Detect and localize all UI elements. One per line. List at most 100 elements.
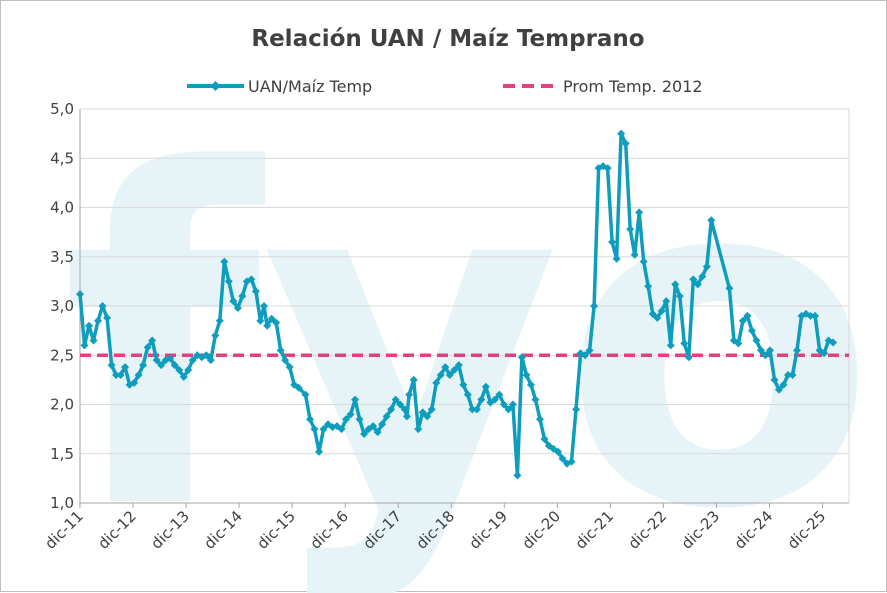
uan-series bbox=[76, 129, 838, 480]
uan-point-marker bbox=[450, 366, 459, 375]
uan-point-marker bbox=[481, 382, 490, 391]
y-tick-label: 2,0 bbox=[50, 396, 74, 414]
uan-point-marker bbox=[572, 405, 581, 414]
uan-point-marker bbox=[351, 395, 360, 404]
uan-point-marker bbox=[400, 405, 409, 414]
uan-point-marker bbox=[139, 361, 148, 370]
uan-point-marker bbox=[305, 415, 314, 424]
uan-point-marker bbox=[215, 316, 224, 325]
uan-point-marker bbox=[103, 313, 112, 322]
uan-point-marker bbox=[761, 351, 770, 360]
uan-point-marker bbox=[684, 353, 693, 362]
uan-point-marker bbox=[567, 457, 576, 466]
uan-point-marker bbox=[224, 277, 233, 286]
uan-point-marker bbox=[382, 412, 391, 421]
y-tick-label: 5,0 bbox=[50, 100, 74, 118]
uan-point-marker bbox=[459, 380, 468, 389]
uan-point-marker bbox=[617, 129, 626, 138]
uan-point-marker bbox=[285, 363, 294, 372]
uan-point-marker bbox=[725, 284, 734, 293]
uan-point-marker bbox=[267, 314, 276, 323]
uan-point-marker bbox=[152, 356, 161, 365]
uan-point-marker bbox=[391, 395, 400, 404]
uan-point-marker bbox=[238, 292, 247, 301]
uan-point-marker bbox=[635, 208, 644, 217]
uan-point-marker bbox=[263, 321, 272, 330]
uan-point-marker bbox=[675, 292, 684, 301]
y-tick-label: 4,5 bbox=[50, 149, 74, 167]
uan-point-marker bbox=[590, 302, 599, 310]
uan-point-marker bbox=[585, 346, 594, 355]
uan-point-marker bbox=[369, 422, 378, 431]
uan-point-marker bbox=[402, 412, 411, 421]
uan-point-marker bbox=[294, 383, 303, 392]
uan-point-marker bbox=[752, 336, 761, 345]
uan-point-marker bbox=[662, 297, 671, 306]
uan-point-marker bbox=[811, 311, 820, 320]
uan-point-marker bbox=[829, 338, 838, 347]
uan-point-marker bbox=[508, 400, 517, 409]
uan-point-marker bbox=[495, 390, 504, 399]
uan-point-marker bbox=[738, 316, 747, 325]
uan-point-marker bbox=[513, 471, 522, 480]
uan-point-marker bbox=[436, 370, 445, 379]
uan-point-marker bbox=[680, 339, 689, 348]
uan-point-marker bbox=[346, 410, 355, 419]
uan-point-marker bbox=[783, 370, 792, 379]
uan-point-marker bbox=[432, 378, 441, 387]
uan-point-marker bbox=[342, 415, 351, 424]
uan-point-marker bbox=[418, 408, 427, 417]
uan-point-marker bbox=[179, 372, 188, 381]
uan-point-marker bbox=[558, 454, 567, 463]
y-tick-label: 1,5 bbox=[50, 445, 74, 463]
legend-marker-uan bbox=[210, 81, 221, 91]
uan-point-marker bbox=[653, 313, 662, 322]
uan-point-marker bbox=[202, 351, 211, 360]
uan-point-marker bbox=[337, 425, 346, 434]
uan-point-marker bbox=[378, 420, 387, 429]
uan-point-marker bbox=[540, 434, 549, 443]
uan-point-marker bbox=[272, 318, 281, 327]
uan-point-marker bbox=[414, 425, 423, 434]
legend-item-uan: UAN/Maíz Temp bbox=[187, 77, 372, 96]
uan-point-marker bbox=[206, 356, 215, 365]
uan-point-marker bbox=[820, 349, 829, 358]
uan-point-marker bbox=[188, 356, 197, 365]
uan-point-marker bbox=[612, 254, 621, 263]
uan-point-marker bbox=[747, 326, 756, 335]
uan-point-marker bbox=[468, 405, 477, 414]
uan-point-marker bbox=[454, 361, 463, 370]
uan-point-marker bbox=[644, 282, 653, 291]
uan-point-marker bbox=[143, 343, 152, 352]
uan-point-marker bbox=[112, 370, 121, 379]
uan-point-marker bbox=[765, 346, 774, 355]
uan-point-marker bbox=[639, 257, 648, 266]
uan-point-marker bbox=[247, 275, 256, 284]
uan-point-marker bbox=[76, 290, 84, 299]
uan-point-marker bbox=[373, 428, 382, 437]
uan-point-marker bbox=[94, 316, 103, 325]
uan-point-marker bbox=[107, 361, 116, 370]
uan-point-marker bbox=[148, 336, 157, 345]
uan-point-marker bbox=[490, 395, 499, 404]
uan-point-marker bbox=[526, 380, 535, 389]
uan-point-marker bbox=[693, 280, 702, 289]
uan-point-marker bbox=[630, 250, 639, 259]
uan-point-marker bbox=[170, 361, 179, 370]
uan-point-marker bbox=[608, 237, 617, 246]
uan-point-marker bbox=[581, 351, 590, 360]
uan-point-marker bbox=[276, 346, 285, 355]
uan-point-marker bbox=[788, 370, 797, 379]
uan-point-marker bbox=[472, 405, 481, 414]
uan-point-marker bbox=[756, 346, 765, 355]
uan-point-marker bbox=[85, 321, 94, 330]
uan-point-marker bbox=[770, 375, 779, 384]
uan-point-marker bbox=[427, 405, 436, 414]
uan-point-marker bbox=[405, 390, 414, 399]
uan-point-marker bbox=[499, 400, 508, 409]
uan-point-marker bbox=[779, 380, 788, 389]
uan-point-marker bbox=[621, 139, 630, 148]
uan-point-marker bbox=[522, 370, 531, 379]
uan-point-marker bbox=[689, 275, 698, 284]
